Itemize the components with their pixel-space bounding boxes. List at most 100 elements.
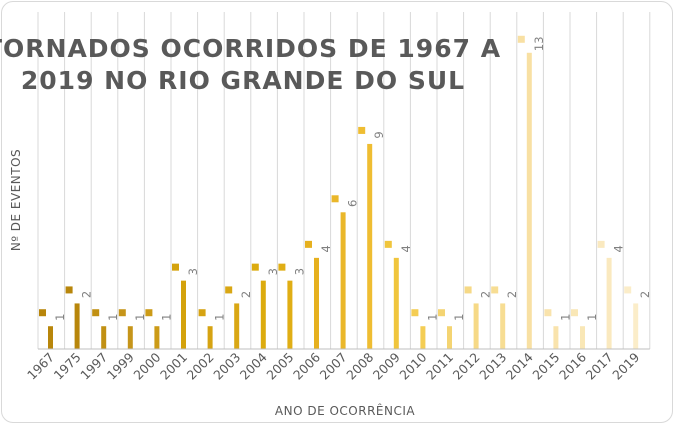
x-tick-labels: 1967197519971999200020012002200320042005… (24, 349, 642, 382)
chart-title-line-1: TORNADOS OCORRIDOS DE 1967 A (0, 34, 501, 63)
data-label: 1 (585, 314, 599, 321)
data-label: 1 (106, 314, 120, 321)
bar-marker (438, 309, 445, 317)
data-label: 4 (319, 245, 333, 252)
data-label: 4 (399, 245, 413, 252)
x-tick-label: 2007 (317, 350, 350, 383)
data-label: 1 (159, 314, 173, 321)
x-tick-label: 2013 (476, 350, 509, 383)
bar-marker (251, 263, 259, 271)
x-tick-label: 2010 (396, 349, 429, 382)
x-tick-label: 1999 (104, 349, 137, 382)
bar (101, 326, 107, 349)
bar (207, 326, 213, 349)
bar-marker (464, 286, 472, 294)
x-tick-label: 2019 (609, 349, 642, 382)
x-tick-label: 2009 (370, 349, 403, 382)
x-tick-label: 2015 (529, 350, 562, 383)
bar (367, 143, 373, 349)
bar (447, 326, 452, 349)
bar (260, 280, 266, 349)
bar-marker (198, 309, 206, 317)
bar-marker (92, 309, 100, 317)
bar-marker (358, 126, 366, 134)
bar-marker (597, 240, 605, 248)
data-label: 1 (558, 314, 572, 321)
data-label: 9 (372, 131, 386, 138)
bar-marker (225, 286, 233, 294)
data-label: 2 (80, 291, 94, 298)
data-label: 3 (186, 268, 200, 275)
bar-marker (172, 263, 179, 271)
x-tick-label: 2012 (450, 350, 483, 383)
x-tick-label: 1997 (77, 350, 110, 383)
bar (526, 52, 532, 350)
bar-marker (65, 286, 73, 294)
x-tick-label: 2001 (157, 350, 190, 383)
data-label: 4 (612, 245, 626, 252)
x-tick-label: 1967 (24, 350, 57, 383)
data-label: 2 (479, 291, 493, 298)
bar-marker (384, 240, 392, 248)
bar-marker (571, 309, 578, 317)
bar (127, 326, 133, 349)
x-tick-label: 2016 (556, 349, 589, 382)
data-label: 1 (452, 314, 466, 321)
x-tick-label: 1975 (51, 350, 84, 383)
bar (48, 326, 53, 349)
bar (473, 303, 479, 349)
bar (633, 303, 639, 349)
bar (234, 303, 240, 349)
bar (340, 212, 346, 349)
bar (287, 280, 293, 349)
chart-title-line-2: 2019 NO RIO GRANDE DO SUL (21, 66, 465, 95)
bar-marker (544, 309, 552, 317)
y-axis-label: Nº DE EVENTOS (9, 149, 23, 251)
bar-marker (517, 35, 525, 43)
data-label: 6 (346, 200, 360, 207)
bar-marker (491, 286, 499, 294)
x-tick-label: 2008 (343, 349, 376, 382)
bar-marker (624, 286, 632, 294)
data-label: 2 (505, 291, 519, 298)
bar (181, 280, 186, 349)
x-tick-label: 2005 (263, 350, 296, 383)
data-label: 1 (425, 314, 439, 321)
bar (154, 326, 160, 349)
x-tick-label: 2006 (290, 349, 323, 382)
bar (393, 257, 399, 349)
bar (606, 257, 612, 349)
x-tick-label: 2000 (130, 349, 163, 382)
x-tick-label: 2003 (210, 350, 243, 383)
bar (420, 326, 426, 349)
bar-marker (411, 309, 419, 317)
data-label: 2 (239, 291, 253, 298)
x-tick-label: 2004 (237, 349, 270, 382)
markers (39, 35, 632, 317)
bar-marker (145, 309, 153, 317)
data-label: 1 (53, 314, 67, 321)
bar (580, 326, 585, 349)
bar-marker (118, 309, 126, 317)
x-tick-label: 2014 (503, 349, 536, 382)
x-tick-label: 2002 (184, 350, 217, 383)
bar-marker (331, 195, 339, 203)
bar (314, 257, 319, 349)
bars (48, 52, 639, 350)
data-label: 1 (213, 314, 227, 321)
bar-marker (39, 309, 46, 317)
x-tick-label: 2017 (583, 350, 616, 383)
bar-marker (278, 263, 286, 271)
x-tick-label: 2011 (423, 350, 456, 383)
data-label: 3 (266, 268, 280, 275)
bar (500, 303, 506, 349)
x-axis-label: ANO DE OCORRÊNCIA (275, 403, 416, 418)
bar-marker (305, 240, 312, 248)
data-label: 3 (292, 268, 306, 275)
data-label: 13 (532, 36, 546, 51)
grid-lines (37, 12, 651, 349)
bar (553, 326, 559, 349)
